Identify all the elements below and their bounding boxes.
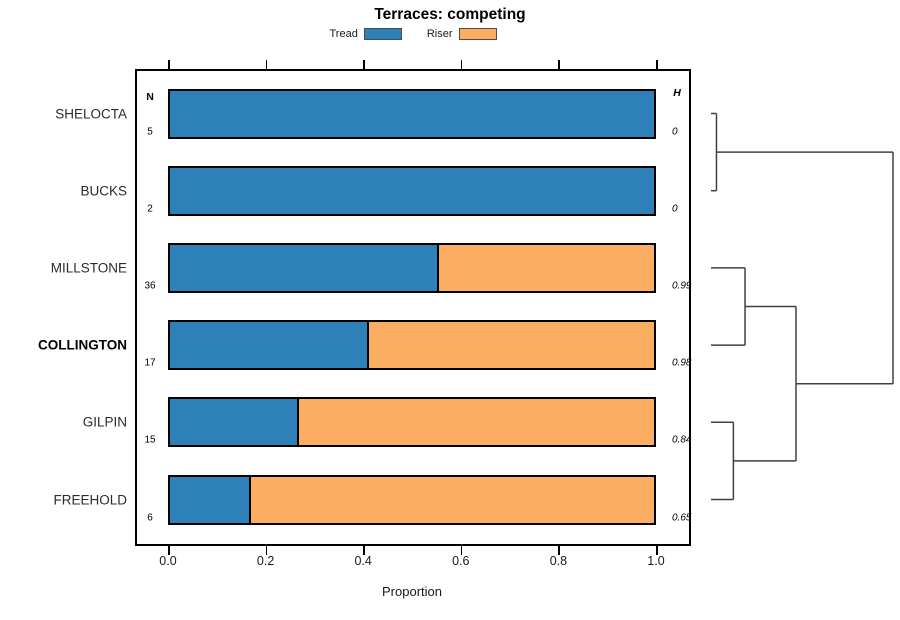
legend-label: Riser [426,27,453,40]
h-value: 0.65 [672,512,692,523]
h-value: 0.99 [672,280,692,292]
axis-tick-bottom [168,546,170,555]
tread-segment [170,244,440,291]
axis-tick-label: 1.0 [647,554,665,568]
axis-tick-label: 0.6 [452,554,470,568]
chart-title: Terraces: competing [374,6,526,23]
tread-segment [170,90,654,137]
h-value: 0 [672,126,678,137]
n-column-header: N [146,91,154,103]
axis-tick-top [558,60,560,69]
x-axis-label: Proportion [382,584,442,599]
n-count: 6 [147,512,153,523]
stacked-bar [168,88,656,139]
stacked-bar [168,474,656,525]
n-count: 17 [144,357,156,369]
h-column-header: H [673,87,681,99]
tread-segment [170,399,300,446]
category-label: SHELOCTA [55,106,127,121]
legend-item: Tread [329,27,402,40]
n-count: 36 [144,280,156,292]
stacked-bar [168,397,656,448]
category-label: BUCKS [80,183,127,199]
stacked-bar [168,320,656,371]
axis-tick-bottom [656,546,658,555]
h-value: 0.98 [672,357,692,369]
axis-tick-top [656,60,658,69]
legend-item: Riser [426,27,497,40]
tread-segment [170,322,370,369]
axis-tick-label: 0.0 [159,554,177,568]
axis-tick-label: 0.2 [256,554,275,568]
n-count: 15 [144,434,156,446]
axis-tick-bottom [265,546,268,555]
axis-tick-bottom [460,546,463,555]
axis-tick-top [460,60,463,69]
axis-tick-bottom [363,546,365,555]
riser-segment [439,244,654,291]
category-label: MILLSTONE [50,260,127,276]
riser-segment [250,476,654,523]
h-value: 0 [672,203,678,215]
tread-segment [170,476,251,523]
tread-segment [170,167,654,214]
axis-tick-top [363,60,365,69]
category-label: GILPIN [82,414,127,430]
category-label: COLLINGTON [38,337,127,353]
axis-tick-top [265,60,268,69]
category-label: FREEHOLD [53,492,127,507]
riser-segment [299,399,654,446]
axis-tick-bottom [558,546,560,555]
legend-label: Tread [329,27,358,40]
axis-tick-label: 0.8 [549,554,568,568]
n-count: 2 [147,203,153,215]
stacked-bar [168,165,656,216]
riser-segment [369,322,654,369]
stacked-bar [168,242,656,293]
h-value: 0.84 [672,434,692,446]
plot-frame [135,69,691,546]
axis-tick-label: 0.4 [354,554,372,568]
axis-tick-top [168,60,170,69]
legend: Tread Riser [135,26,691,41]
legend-swatch [458,27,497,40]
n-count: 5 [147,126,153,137]
legend-swatch [363,27,402,40]
